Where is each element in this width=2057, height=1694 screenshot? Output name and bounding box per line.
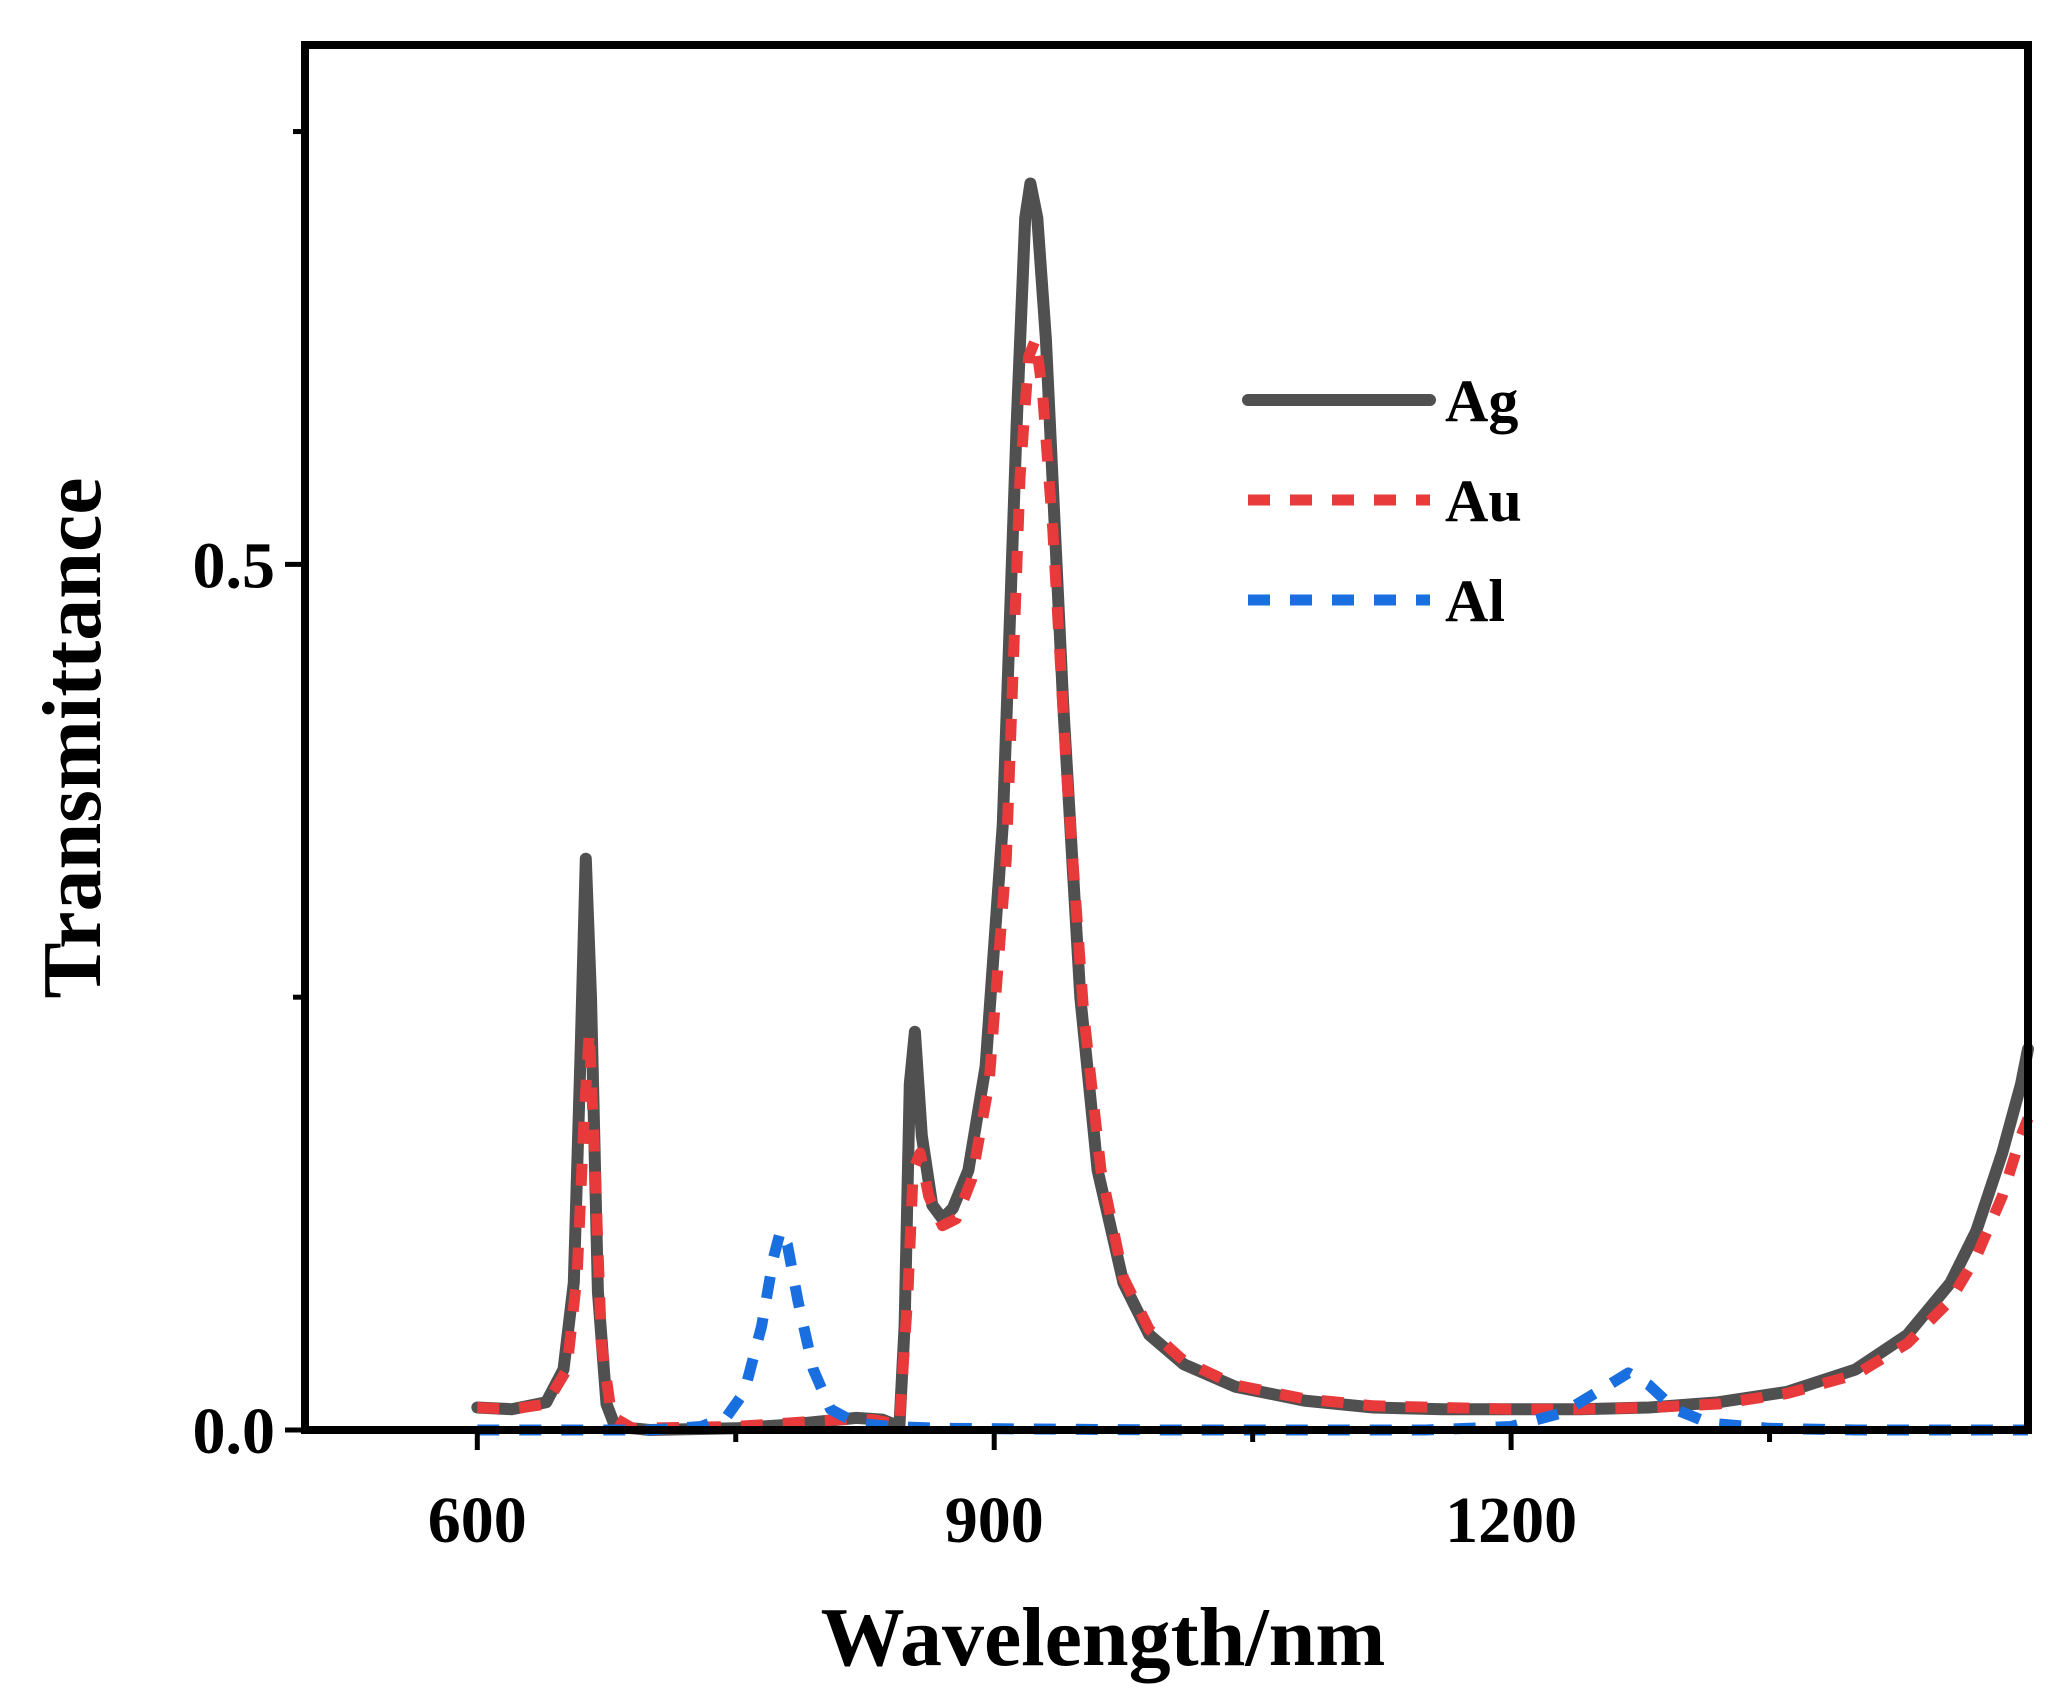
legend-label-au: Au	[1445, 468, 1522, 534]
legend-label-al: Al	[1445, 568, 1505, 634]
y-axis-title: Transmittance	[26, 477, 119, 998]
series-layer	[471, 177, 2034, 1436]
x-axis-title: Wavelength/nm	[821, 1591, 1386, 1684]
plot-frame	[301, 41, 2032, 1434]
legend-label-ag: Ag	[1445, 368, 1518, 434]
x-tick-label-600: 600	[428, 1484, 527, 1557]
y-tick-label-0: 0.0	[193, 1395, 276, 1468]
x-tick-label-1200: 1200	[1445, 1484, 1577, 1557]
tick-layer	[285, 129, 1773, 1450]
series-line-ag	[471, 177, 2034, 1436]
series-line-al	[477, 1225, 2028, 1436]
y-tick-label-0-5: 0.5	[193, 529, 276, 602]
x-tick-label-900: 900	[945, 1484, 1044, 1557]
tick-label-layer: 600 900 1200 0.0 0.5	[193, 529, 1578, 1557]
legend: Ag Au Al	[1242, 368, 1522, 634]
